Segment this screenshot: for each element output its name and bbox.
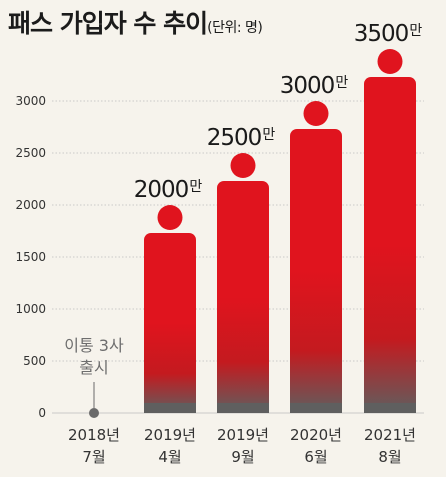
x-axis: 2018년 7월 2019년 4월 2019년 9월 2020년 6월 2021년 8월 bbox=[68, 426, 416, 466]
bars bbox=[144, 49, 416, 413]
annotation-line: 출시 bbox=[79, 358, 108, 377]
y-tick-label: 1000 bbox=[15, 302, 46, 316]
bar bbox=[290, 101, 342, 413]
bar-body bbox=[144, 233, 196, 413]
chart-title-text: 패스 가입자 수 추이 bbox=[8, 9, 208, 38]
bar bbox=[144, 205, 196, 413]
y-tick-label: 0 bbox=[38, 406, 46, 420]
x-tick-label: 2021년 8월 bbox=[364, 426, 416, 466]
launch-marker bbox=[89, 408, 99, 418]
y-tick-label: 2000 bbox=[15, 198, 46, 212]
y-tick-label: 2500 bbox=[15, 146, 46, 160]
bar-body bbox=[364, 77, 416, 413]
value-label-unit: 만 bbox=[189, 179, 202, 195]
bar-head bbox=[303, 101, 329, 126]
bar-base bbox=[144, 403, 196, 413]
bar bbox=[364, 49, 416, 413]
bar bbox=[217, 153, 269, 413]
bar-body bbox=[290, 129, 342, 413]
chart-title: 패스 가입자 수 추이(단위: 명) bbox=[8, 4, 263, 40]
bar-base bbox=[364, 403, 416, 413]
value-label-unit: 만 bbox=[335, 75, 348, 91]
unit-note: (단위: 명) bbox=[207, 20, 263, 36]
value-label: 3000만 bbox=[280, 73, 349, 99]
bar-base bbox=[290, 403, 342, 413]
x-tick-label-line: 7월 bbox=[82, 448, 105, 466]
bar-head bbox=[157, 205, 183, 230]
x-tick-label: 2020년 6월 bbox=[290, 426, 342, 466]
value-label: 2000만 bbox=[134, 177, 203, 203]
x-tick-label-line: 8월 bbox=[378, 448, 401, 466]
y-tick-label: 500 bbox=[23, 354, 46, 368]
x-tick-label-line: 2019년 bbox=[217, 426, 269, 444]
value-label-number: 2500 bbox=[207, 125, 262, 151]
y-tick-label: 1500 bbox=[15, 250, 46, 264]
x-tick-label-line: 2018년 bbox=[68, 426, 120, 444]
x-tick-label-line: 9월 bbox=[231, 448, 254, 466]
y-tick-label: 3000 bbox=[15, 94, 46, 108]
bar-head bbox=[377, 49, 403, 74]
bar-base bbox=[217, 403, 269, 413]
x-tick-label-line: 2021년 bbox=[364, 426, 416, 444]
bar-head bbox=[230, 153, 256, 178]
x-tick-label-line: 2019년 bbox=[144, 426, 196, 444]
x-tick-label-line: 4월 bbox=[158, 448, 181, 466]
value-label: 2500만 bbox=[207, 125, 276, 151]
value-label: 3500만 bbox=[354, 21, 423, 47]
value-label-unit: 만 bbox=[262, 127, 275, 143]
x-tick-label-line: 2020년 bbox=[290, 426, 342, 444]
bar-body bbox=[217, 181, 269, 413]
x-tick-label: 2019년 9월 bbox=[217, 426, 269, 466]
value-label-number: 3500 bbox=[354, 21, 409, 47]
annotation-line: 이통 3사 bbox=[64, 336, 124, 355]
x-tick-label: 2019년 4월 bbox=[144, 426, 196, 466]
value-label-number: 3000 bbox=[280, 73, 335, 99]
x-tick-label: 2018년 7월 bbox=[68, 426, 120, 466]
value-label-number: 2000 bbox=[134, 177, 189, 203]
y-axis: 0 500 1000 1500 2000 2500 3000 bbox=[15, 94, 46, 420]
x-tick-label-line: 6월 bbox=[304, 448, 327, 466]
value-label-unit: 만 bbox=[409, 23, 422, 39]
